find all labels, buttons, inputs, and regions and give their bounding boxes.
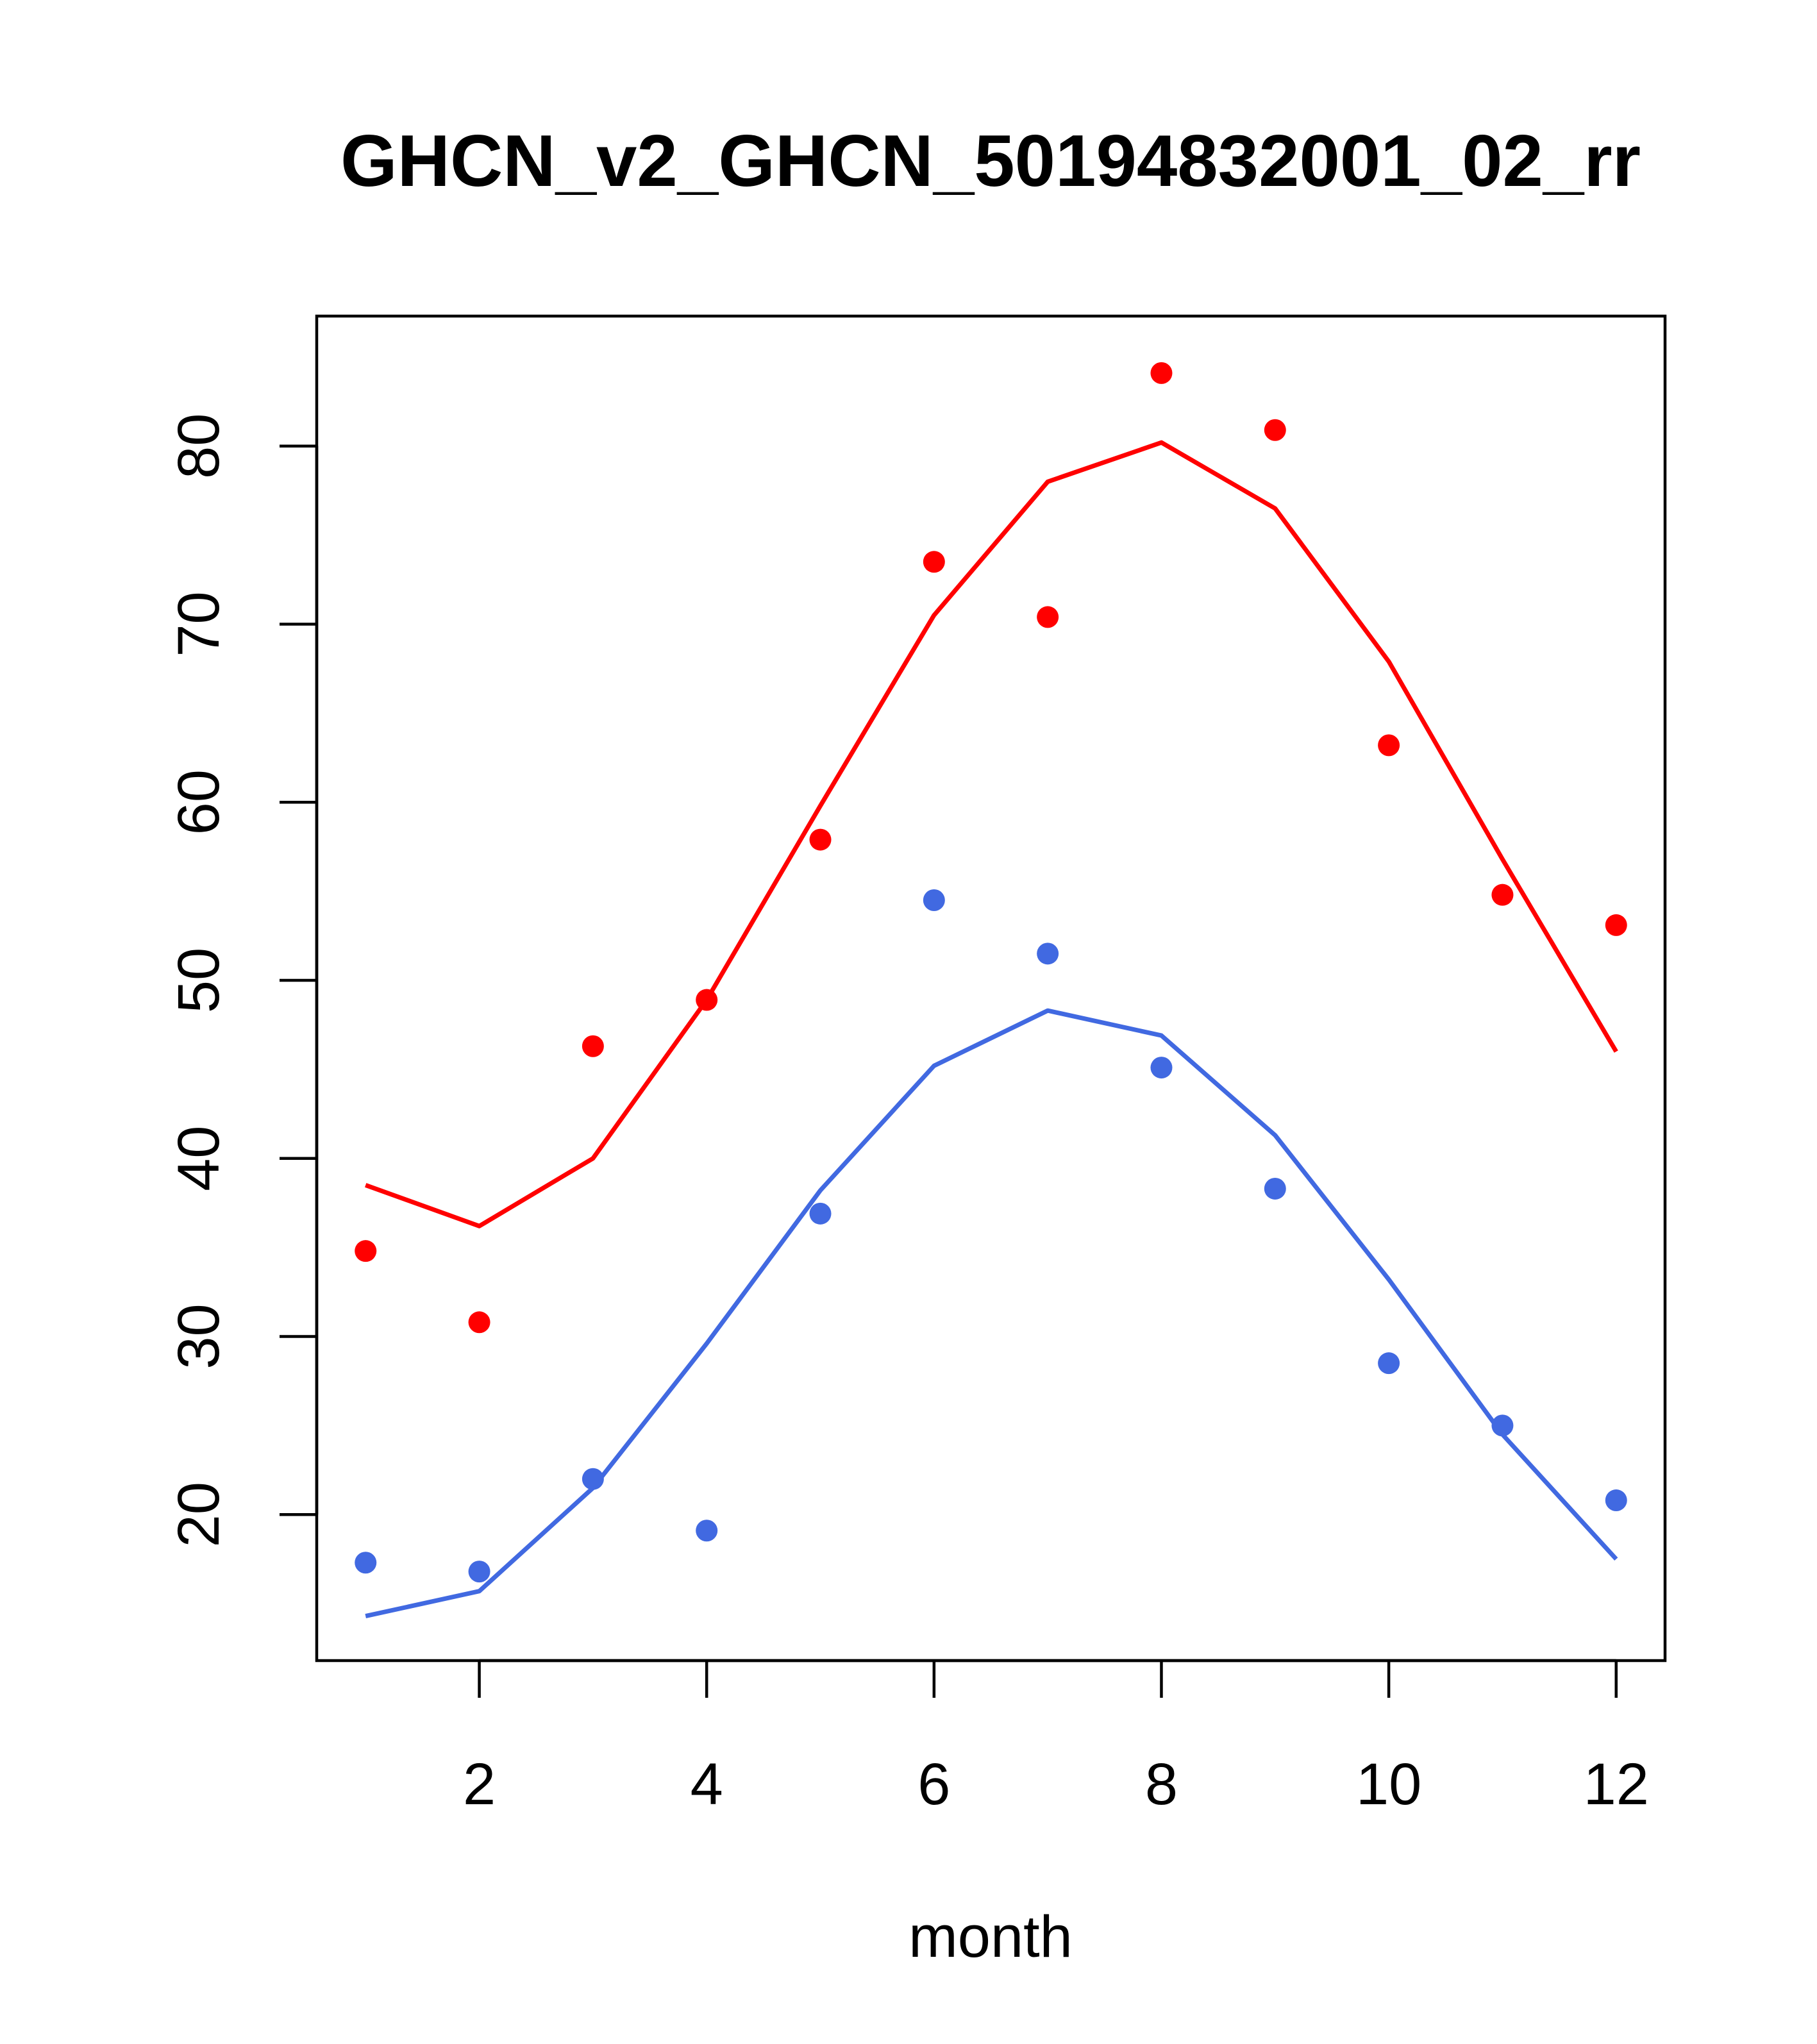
series-1-point xyxy=(1378,1352,1400,1375)
series-0-point xyxy=(355,1240,377,1262)
series-1-point xyxy=(1491,1414,1514,1437)
series-1-point xyxy=(1037,942,1059,965)
series-0-point xyxy=(582,1035,604,1057)
y-tick-label: 80 xyxy=(166,414,231,479)
y-tick-label: 20 xyxy=(166,1482,231,1547)
series-0-point xyxy=(1264,419,1286,441)
x-tick-label: 8 xyxy=(1145,1752,1178,1817)
series-1-point xyxy=(923,889,945,912)
series-1-point xyxy=(1605,1489,1627,1512)
series-1-point xyxy=(1264,1177,1286,1200)
x-tick-label: 4 xyxy=(691,1752,723,1817)
y-tick-label: 40 xyxy=(166,1126,231,1191)
x-tick-label: 12 xyxy=(1584,1752,1649,1817)
series-0-point xyxy=(696,989,718,1011)
series-0-line xyxy=(365,440,1618,1228)
y-tick-label: 50 xyxy=(166,948,231,1013)
y-tick-label: 70 xyxy=(166,591,231,657)
series-1-line xyxy=(365,1008,1618,1619)
plot-frame xyxy=(315,314,1667,1663)
x-tick-label: 2 xyxy=(463,1752,496,1817)
y-tick-label: 30 xyxy=(166,1303,231,1369)
series-1-point xyxy=(355,1552,377,1574)
series-1-point xyxy=(696,1520,718,1542)
series-0-point xyxy=(809,828,832,851)
x-axis-title: month xyxy=(908,1904,1073,1970)
series-0-point xyxy=(1037,606,1059,628)
chart-title: GHCN_v2_GHCN_50194832001_02_rr xyxy=(340,121,1641,202)
series-0-point xyxy=(468,1311,490,1334)
series-0-point xyxy=(1491,884,1514,906)
series-0-point xyxy=(1605,914,1627,936)
y-axis: 20 30 40 50 60 70 80 xyxy=(166,414,319,1547)
series-0-point xyxy=(1378,734,1400,757)
series-1-point xyxy=(1150,1057,1173,1079)
series-0-point xyxy=(1150,362,1173,384)
x-axis: 2 4 6 8 10 12 xyxy=(463,1659,1649,1817)
series-1-point xyxy=(582,1468,604,1490)
x-tick-label: 6 xyxy=(917,1752,950,1817)
x-tick-label: 10 xyxy=(1356,1752,1421,1817)
series-0-point xyxy=(923,551,945,573)
y-tick-label: 60 xyxy=(166,769,231,835)
plot-area xyxy=(355,362,1627,1619)
series-1-point xyxy=(809,1202,832,1225)
series-1-point xyxy=(468,1561,490,1583)
